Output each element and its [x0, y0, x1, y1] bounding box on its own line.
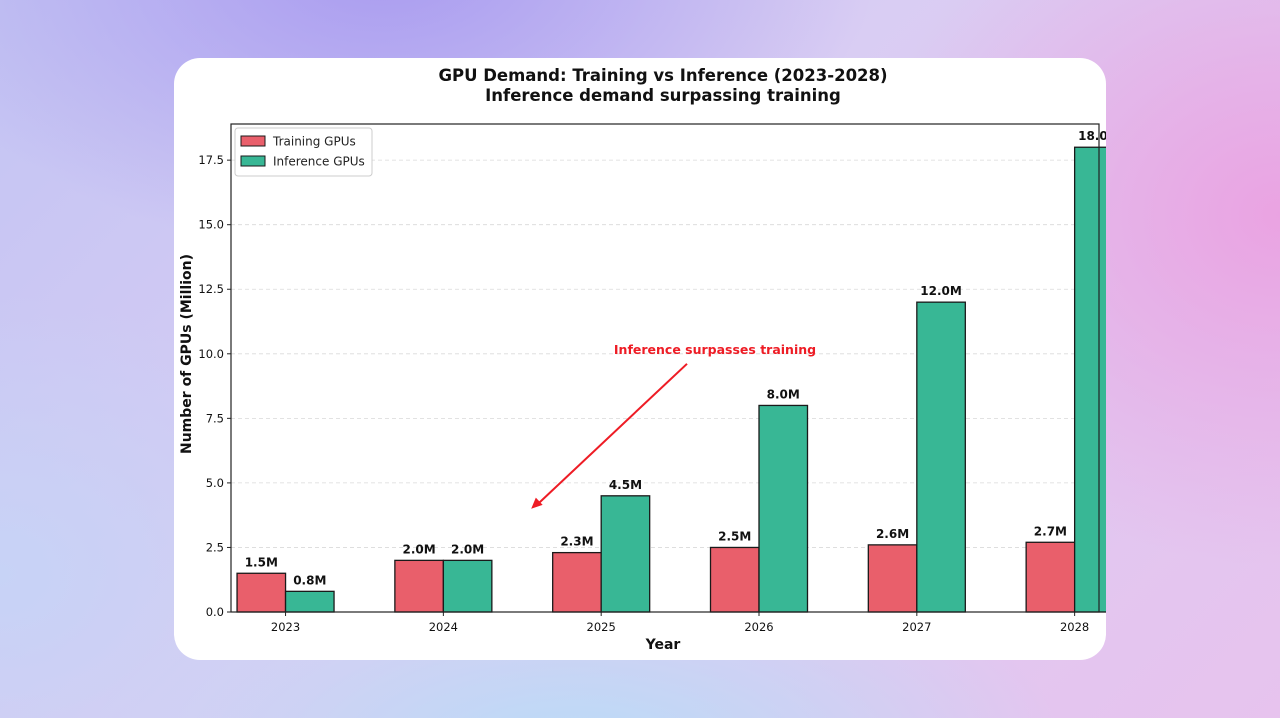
inference-value-label-2027: 12.0M — [920, 284, 962, 298]
inference-legend-swatch — [240, 155, 266, 167]
inference-value-label-2024: 2.0M — [451, 542, 484, 556]
inference-value-label-2028: 18.0M — [1078, 129, 1106, 143]
training-bar-2023[interactable] — [236, 572, 287, 613]
training-bar-2027[interactable] — [867, 544, 918, 613]
legend-box — [234, 127, 373, 177]
training-legend-swatch — [240, 135, 266, 147]
training-bar-2024[interactable] — [394, 559, 445, 613]
y-tick-label: 0.0 — [206, 605, 224, 619]
inference-legend-label: Inference GPUs — [273, 155, 365, 169]
training-value-label-2025: 2.3M — [560, 535, 593, 549]
inference-bar-2025[interactable] — [600, 495, 651, 613]
x-tick-label-2024: 2024 — [429, 620, 458, 634]
x-tick-label-2027: 2027 — [902, 620, 931, 634]
y-tick-label: 17.5 — [198, 153, 224, 167]
training-bar-2025[interactable] — [552, 551, 602, 613]
training-value-label-2028: 2.7M — [1034, 524, 1067, 538]
y-tick-label: 2.5 — [206, 540, 224, 554]
x-axis-ticks: 2023 2024 2025 2026 2027 2028 — [271, 612, 1089, 634]
chart-card: GPU Demand: Training vs Inference (2023-… — [174, 58, 1106, 660]
annotation-arrow-head — [531, 497, 543, 509]
data-labels: 1.5M 0.8M 2.0M 2.0M 2.3M 4.5M 2.5M 8.0M 2.6M 12.0… — [245, 129, 1106, 587]
training-legend-label: Training GPUs — [272, 135, 356, 149]
inference-bar-2024[interactable] — [442, 559, 493, 613]
x-tick-label-2028: 2028 — [1060, 620, 1089, 634]
legend[interactable]: Training GPUs Inference GPUs — [234, 127, 373, 177]
inference-bar-2028[interactable] — [1073, 146, 1106, 613]
x-axis-label: Year — [645, 637, 681, 653]
x-tick-label-2023: 2023 — [271, 620, 300, 634]
chart-svg: GPU Demand: Training vs Inference (2023-… — [179, 66, 1106, 653]
x-tick-label-2025: 2025 — [587, 620, 616, 634]
annotation-text: Inference surpasses training — [614, 342, 816, 357]
chart-subtitle: Inference demand surpassing training — [485, 86, 841, 105]
y-tick-label: 10.0 — [198, 347, 224, 361]
training-value-label-2026: 2.5M — [718, 529, 751, 543]
inference-bar-2023[interactable] — [284, 590, 335, 613]
training-value-label-2027: 2.6M — [876, 527, 909, 541]
inference-bar-2027[interactable] — [916, 301, 966, 613]
y-tick-label: 12.5 — [198, 282, 224, 296]
y-tick-label: 15.0 — [198, 218, 224, 232]
inference-value-label-2025: 4.5M — [609, 478, 642, 492]
y-axis-ticks: 0.0 2.5 5.0 7.5 10.0 12.5 15.0 17.5 — [198, 153, 231, 619]
bars — [236, 146, 1106, 613]
inference-value-label-2023: 0.8M — [293, 573, 326, 587]
annotation-arrow-line — [538, 363, 688, 504]
y-tick-label: 5.0 — [206, 476, 224, 490]
inference-bar-2026[interactable] — [758, 404, 809, 613]
x-tick-label-2026: 2026 — [744, 620, 773, 634]
inference-value-label-2026: 8.0M — [767, 387, 800, 401]
plot-frame — [230, 123, 1100, 613]
training-value-label-2024: 2.0M — [403, 542, 436, 556]
training-bar-2026[interactable] — [709, 546, 760, 613]
chart-title: GPU Demand: Training vs Inference (2023-… — [438, 66, 887, 85]
y-axis-label: Number of GPUs (Million) — [179, 254, 195, 454]
y-tick-label: 7.5 — [206, 411, 224, 425]
annotation-group: Inference surpasses training — [531, 342, 816, 509]
training-bar-2028[interactable] — [1025, 541, 1076, 613]
training-value-label-2023: 1.5M — [245, 555, 278, 569]
